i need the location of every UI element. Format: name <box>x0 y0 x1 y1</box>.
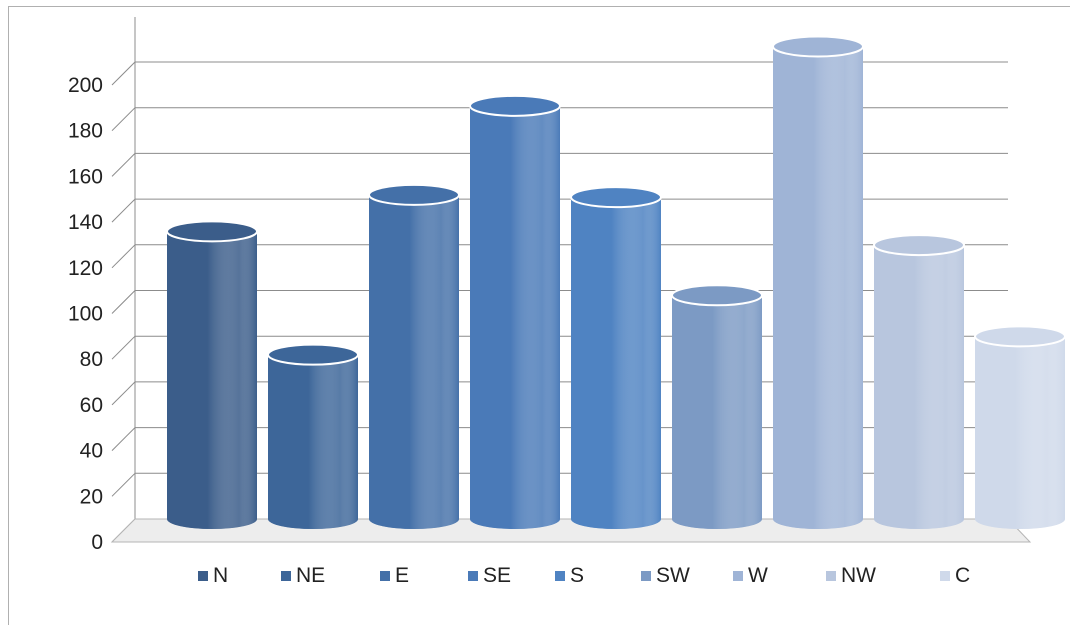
y-tick-label: 160 <box>68 165 103 188</box>
bar-s <box>570 186 662 529</box>
y-axis-ticks: 0 20 40 60 80 100 120 140 160 180 200 <box>68 74 103 554</box>
bar-ne <box>267 343 359 529</box>
bar-top <box>166 220 258 243</box>
legend-item-n: N <box>198 564 228 588</box>
y-tick-label: 20 <box>80 485 103 508</box>
y-tick-label: 100 <box>68 303 103 326</box>
legend-label: N <box>213 564 229 587</box>
legend-item-s: S <box>555 564 584 588</box>
legend-label: NE <box>296 564 326 587</box>
legend-label: S <box>570 564 585 587</box>
legend-label: E <box>395 564 410 587</box>
legend: N NE E SE S SW W NW C <box>0 558 1070 594</box>
y-tick-label: 180 <box>68 120 103 143</box>
legend-item-se: SE <box>468 564 511 588</box>
legend-item-ne: NE <box>281 564 325 588</box>
bar-top <box>469 94 561 117</box>
bar-c <box>974 325 1066 529</box>
bar-se <box>469 94 561 529</box>
y-tick-label: 140 <box>68 211 103 234</box>
legend-label: W <box>748 564 768 587</box>
legend-swatch <box>733 571 743 581</box>
bar-sw <box>671 284 763 529</box>
legend-swatch <box>281 571 291 581</box>
y-tick-label: 60 <box>80 394 103 417</box>
bar-top <box>368 183 460 206</box>
legend-item-e: E <box>380 564 409 588</box>
legend-swatch <box>826 571 836 581</box>
y-tick-label: 200 <box>68 74 103 97</box>
legend-label: SE <box>483 564 512 587</box>
legend-item-sw: SW <box>641 564 690 588</box>
y-tick-label: 80 <box>80 348 103 371</box>
bar-top <box>267 343 359 366</box>
legend-label: C <box>955 564 971 587</box>
legend-item-c: C <box>940 564 970 588</box>
legend-swatch <box>940 571 950 581</box>
bar-chart: 0 20 40 60 80 100 120 140 160 180 200 <box>68 17 1066 554</box>
bar-top <box>974 325 1066 348</box>
bar-top <box>772 35 864 58</box>
y-tick-label: 0 <box>91 531 103 554</box>
legend-swatch <box>380 571 390 581</box>
legend-swatch <box>555 571 565 581</box>
y-tick-label: 120 <box>68 257 103 280</box>
bar-top <box>570 186 662 209</box>
bar-e <box>368 183 460 529</box>
bar-top <box>671 284 763 307</box>
legend-item-nw: NW <box>826 564 876 588</box>
bars <box>166 35 1066 529</box>
legend-swatch <box>641 571 651 581</box>
legend-swatch <box>468 571 478 581</box>
bar-w <box>772 35 864 529</box>
legend-label: SW <box>656 564 690 587</box>
bar-top <box>873 234 965 257</box>
legend-swatch <box>198 571 208 581</box>
y-tick-label: 40 <box>80 440 103 463</box>
legend-label: NW <box>841 564 876 587</box>
bar-nw <box>873 234 965 529</box>
legend-item-w: W <box>733 564 768 588</box>
chart-frame <box>8 6 1070 625</box>
bar-n <box>166 220 258 529</box>
